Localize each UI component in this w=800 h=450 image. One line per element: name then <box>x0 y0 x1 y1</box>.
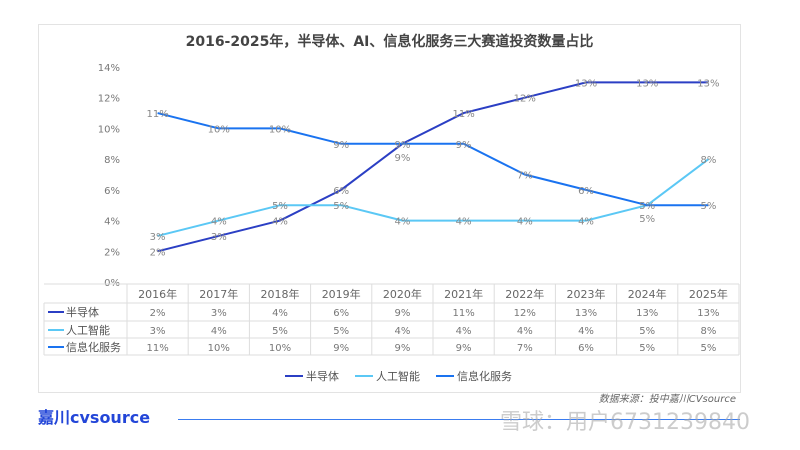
table-cell: 8% <box>700 326 716 337</box>
table-cell: 13% <box>636 308 658 319</box>
data-label: 10% <box>269 124 291 135</box>
data-label: 10% <box>208 124 230 135</box>
x-tick-label: 2016年 <box>138 287 177 301</box>
data-label: 2% <box>150 247 166 258</box>
table-cell: 6% <box>333 308 349 319</box>
table-cell: 5% <box>272 326 288 337</box>
table-series-label: 半导体 <box>66 305 99 319</box>
table-cell: 4% <box>272 308 288 319</box>
table-cell: 5% <box>700 343 716 354</box>
source-note: 数据来源：投中嘉川CVsource <box>598 394 736 405</box>
y-tick-label: 10% <box>98 124 120 135</box>
table-cell: 4% <box>456 326 472 337</box>
data-label: 6% <box>333 186 349 197</box>
data-label: 5% <box>639 201 655 212</box>
series-line-1 <box>157 158 710 237</box>
watermark: 雪球：用户6731239840 <box>500 410 750 435</box>
data-label: 8% <box>700 155 716 166</box>
x-tick-label: 2019年 <box>322 287 361 301</box>
data-label: 11% <box>452 109 474 120</box>
table-cell: 5% <box>333 326 349 337</box>
data-label: 11% <box>146 109 168 120</box>
x-tick-label: 2021年 <box>444 287 483 301</box>
series-line-2 <box>157 112 709 207</box>
table-cell: 13% <box>575 308 597 319</box>
y-tick-label: 4% <box>104 217 120 228</box>
data-label: 4% <box>272 217 288 228</box>
data-label: 13% <box>697 78 719 89</box>
data-label: 4% <box>517 217 533 228</box>
table-cell: 6% <box>578 343 594 354</box>
table-series-label: 人工智能 <box>66 323 110 337</box>
data-label: 6% <box>578 186 594 197</box>
x-tick-label: 2022年 <box>505 287 544 301</box>
table-cell: 13% <box>697 308 719 319</box>
table-cell: 11% <box>452 308 474 319</box>
data-label: 5% <box>700 201 716 212</box>
table-cell: 3% <box>150 326 166 337</box>
data-label: 4% <box>578 217 594 228</box>
data-label: 9% <box>394 153 410 164</box>
x-tick-label: 2023年 <box>567 287 606 301</box>
data-label: 9% <box>456 140 472 151</box>
table-cell: 5% <box>639 326 655 337</box>
x-tick-label: 2024年 <box>628 287 667 301</box>
y-tick-label: 6% <box>104 186 120 197</box>
table-cell: 4% <box>578 326 594 337</box>
table-cell: 5% <box>639 343 655 354</box>
data-label: 4% <box>211 217 227 228</box>
series-line-0 <box>157 81 709 253</box>
table-cell: 7% <box>517 343 533 354</box>
data-label: 3% <box>150 232 166 243</box>
y-tick-label: 2% <box>104 247 120 258</box>
divider <box>178 419 740 420</box>
data-label: 9% <box>394 140 410 151</box>
data-label: 3% <box>211 232 227 243</box>
table-series-label: 信息化服务 <box>66 340 121 354</box>
table-cell: 9% <box>456 343 472 354</box>
x-tick-label: 2025年 <box>689 287 728 301</box>
y-tick-label: 14% <box>98 63 120 74</box>
legend-label: 信息化服务 <box>457 369 512 383</box>
data-label: 9% <box>333 140 349 151</box>
legend-label: 半导体 <box>306 369 339 383</box>
table-cell: 4% <box>517 326 533 337</box>
x-tick-label: 2017年 <box>199 287 238 301</box>
table-cell: 11% <box>146 343 168 354</box>
data-label: 4% <box>394 217 410 228</box>
table-cell: 9% <box>333 343 349 354</box>
cvsource-logo: 嘉川cvsource <box>38 408 151 427</box>
table-cell: 4% <box>211 326 227 337</box>
table-cell: 9% <box>394 308 410 319</box>
table-cell: 12% <box>514 308 536 319</box>
table-cell: 10% <box>208 343 230 354</box>
chart-title: 2016-2025年，半导体、AI、信息化服务三大赛道投资数量占比 <box>185 34 594 50</box>
data-label: 5% <box>333 201 349 212</box>
data-label: 4% <box>456 217 472 228</box>
x-tick-label: 2018年 <box>261 287 300 301</box>
table-cell: 4% <box>394 326 410 337</box>
data-label: 5% <box>639 214 655 225</box>
data-label: 13% <box>636 78 658 89</box>
data-label: 7% <box>517 171 533 182</box>
chart-frame <box>38 24 741 393</box>
legend-label: 人工智能 <box>376 369 420 383</box>
y-tick-label: 8% <box>104 155 120 166</box>
table-cell: 2% <box>150 308 166 319</box>
data-label: 5% <box>272 201 288 212</box>
y-tick-label: 12% <box>98 94 120 105</box>
table-cell: 3% <box>211 308 227 319</box>
table-cell: 10% <box>269 343 291 354</box>
x-tick-label: 2020年 <box>383 287 422 301</box>
data-label: 12% <box>514 94 536 105</box>
table-cell: 9% <box>394 343 410 354</box>
data-label: 13% <box>575 78 597 89</box>
